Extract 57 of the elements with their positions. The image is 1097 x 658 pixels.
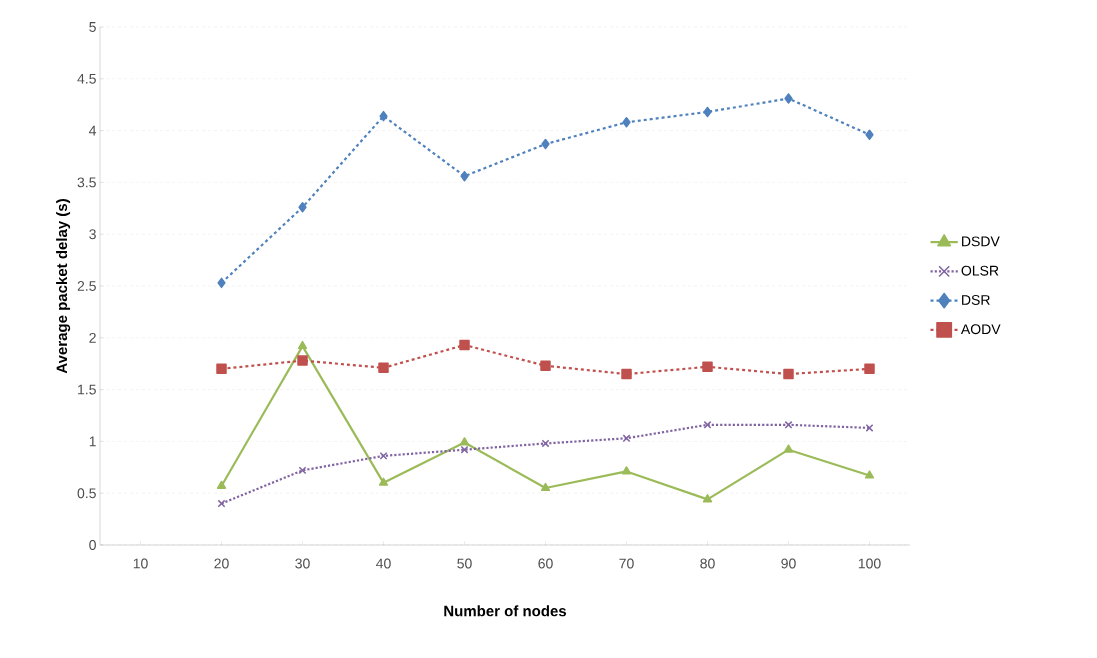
point (216, 363, 227, 375)
x-tick-label: 40 (376, 558, 391, 569)
point (297, 340, 308, 350)
point (540, 482, 551, 491)
point (621, 466, 632, 475)
x-tick-label: 80 (700, 558, 715, 569)
point (460, 170, 469, 182)
y-tick-label: 1 (89, 436, 96, 447)
point (217, 277, 226, 289)
point (379, 110, 388, 122)
x-tick-label: 20 (214, 558, 229, 569)
point (703, 420, 712, 429)
point (216, 480, 227, 489)
point (459, 437, 470, 446)
y-axis-title: Average packet delay (s) (56, 199, 71, 374)
point (378, 362, 389, 374)
point (541, 439, 550, 448)
point (702, 361, 713, 373)
point (865, 129, 874, 140)
legend-label: AODV (960, 324, 1001, 335)
y-tick-label: 0.5 (77, 488, 96, 499)
y-tick-label: 3.5 (77, 177, 96, 188)
point (864, 363, 875, 375)
point (459, 339, 470, 351)
y-tick-label: 4.5 (77, 73, 96, 84)
y-tick-label: 1.5 (78, 384, 96, 395)
point (297, 355, 308, 366)
point (702, 494, 713, 503)
point (864, 470, 875, 479)
y-tick-label: 2.5 (77, 281, 96, 291)
x-tick-label: 90 (781, 558, 796, 569)
x-axis-title: Number of nodes (444, 605, 567, 617)
x-tick-label: 30 (295, 558, 310, 569)
y-tick-label: 4 (89, 125, 97, 136)
y-tick-label: 5 (89, 22, 96, 32)
legend-label: DSR (962, 294, 990, 305)
point (621, 368, 632, 380)
point (784, 93, 793, 104)
point (217, 499, 226, 508)
x-tick-label: 10 (133, 558, 148, 569)
point (298, 202, 307, 213)
legend-label: OLSR (961, 265, 999, 276)
point (540, 360, 551, 372)
point (378, 477, 389, 486)
y-tick-label: 2 (89, 332, 96, 343)
point (783, 444, 794, 453)
x-tick-label: 100 (858, 558, 881, 569)
y-tick-label: 3 (89, 229, 96, 240)
y-tick-label: 0 (89, 540, 96, 550)
legend-label: DSDV (962, 236, 1000, 247)
point (622, 117, 631, 128)
x-tick-label: 70 (619, 558, 634, 569)
point (783, 368, 794, 380)
point (703, 106, 712, 118)
x-tick-label: 50 (457, 558, 472, 569)
point (541, 138, 550, 150)
x-tick-label: 60 (538, 558, 553, 569)
